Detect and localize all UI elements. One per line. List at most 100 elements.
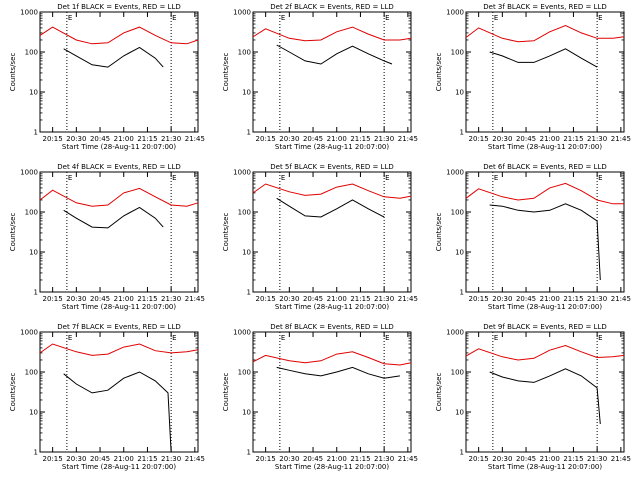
x-tick-label: 20:45 — [516, 135, 536, 143]
x-tick-label: 21:45 — [611, 455, 631, 463]
panel-det-8: Det 8f BLACK = Events, RED = LLD 1 10 100 10… — [222, 323, 418, 471]
x-tick-label: 20:30 — [492, 455, 512, 463]
x-tick-label: 21:00 — [327, 135, 347, 143]
y-tick-label: 100 — [451, 369, 464, 377]
x-axis-label: Start Time (28-Aug-11 20:07:00) — [62, 143, 176, 151]
plot-frame — [39, 331, 199, 453]
x-tick-label: 21:00 — [327, 295, 347, 303]
x-tick-label: 20:15 — [43, 295, 63, 303]
panel-det-6: Det 6f BLACK = Events, RED = LLD 1 10 100 10… — [435, 163, 631, 311]
x-tick-label: 20:45 — [303, 135, 323, 143]
lld-series-line — [39, 26, 199, 45]
lld-series-line — [252, 183, 412, 199]
y-tick-label: 1 — [247, 129, 251, 137]
x-tick-label: 21:00 — [327, 455, 347, 463]
panel-title: Det 1f BLACK = Events, RED = LLD — [57, 3, 180, 11]
x-tick-label: 20:30 — [66, 295, 86, 303]
y-axis-label: Counts/sec — [9, 373, 17, 412]
event-marker-label: E — [385, 14, 389, 22]
x-tick-label: 20:45 — [90, 295, 110, 303]
panel-det-7: Det 7f BLACK = Events, RED = LLD 1 10 100 10… — [9, 323, 205, 471]
y-tick-label: 10 — [29, 409, 38, 417]
x-axis-label: Start Time (28-Aug-11 20:07:00) — [488, 303, 602, 311]
x-tick-label: 21:15 — [137, 295, 157, 303]
x-axis-label: Start Time (28-Aug-11 20:07:00) — [488, 463, 602, 471]
event-marker-label: E — [68, 14, 72, 22]
event-marker-label: E — [494, 174, 498, 182]
panel-title: Det 5f BLACK = Events, RED = LLD — [270, 163, 393, 171]
y-axis-label: Counts/sec — [435, 53, 443, 92]
y-tick-label: 1 — [460, 129, 464, 137]
x-tick-label: 21:30 — [161, 135, 181, 143]
y-tick-label: 100 — [238, 49, 251, 57]
plot-frame — [39, 171, 199, 293]
x-tick-label: 21:45 — [185, 295, 205, 303]
y-axis-label: Counts/sec — [222, 53, 230, 92]
x-tick-label: 21:00 — [114, 135, 134, 143]
x-tick-label: 21:15 — [350, 455, 370, 463]
event-marker-label: E — [68, 334, 72, 342]
y-tick-label: 1000 — [233, 9, 251, 17]
x-tick-label: 21:30 — [374, 135, 394, 143]
y-axis-label: Counts/sec — [435, 373, 443, 412]
event-marker-label: E — [172, 174, 176, 182]
panel-title: Det 7f BLACK = Events, RED = LLD — [57, 323, 180, 331]
y-tick-label: 1000 — [446, 9, 464, 17]
y-tick-label: 100 — [25, 49, 38, 57]
x-axis-label: Start Time (28-Aug-11 20:07:00) — [275, 303, 389, 311]
x-tick-label: 21:30 — [161, 295, 181, 303]
x-tick-label: 21:15 — [137, 135, 157, 143]
x-tick-label: 20:45 — [90, 135, 110, 143]
y-tick-label: 1 — [34, 129, 38, 137]
y-tick-label: 10 — [29, 89, 38, 97]
x-tick-label: 20:30 — [66, 135, 86, 143]
event-marker-label: E — [494, 14, 498, 22]
x-tick-label: 20:30 — [279, 295, 299, 303]
x-tick-label: 20:45 — [516, 295, 536, 303]
events-series-line — [489, 368, 601, 425]
event-marker-label: E — [598, 334, 602, 342]
event-marker-label: E — [494, 334, 498, 342]
panel-title: Det 4f BLACK = Events, RED = LLD — [57, 163, 180, 171]
y-tick-label: 1 — [460, 289, 464, 297]
x-axis-label: Start Time (28-Aug-11 20:07:00) — [275, 143, 389, 151]
x-tick-label: 20:30 — [492, 295, 512, 303]
lld-series-line — [252, 26, 412, 42]
x-tick-label: 20:15 — [469, 455, 489, 463]
x-tick-label: 21:30 — [587, 455, 607, 463]
event-marker-label: E — [172, 14, 176, 22]
y-tick-label: 10 — [29, 249, 38, 257]
events-series-line — [276, 197, 385, 218]
event-marker-label: E — [598, 174, 602, 182]
y-tick-label: 10 — [242, 409, 251, 417]
panel-title: Det 6f BLACK = Events, RED = LLD — [483, 163, 606, 171]
x-tick-label: 20:15 — [43, 135, 63, 143]
lld-series-line — [465, 24, 625, 43]
events-series-line — [276, 366, 400, 379]
x-tick-label: 20:30 — [279, 135, 299, 143]
event-marker-label: E — [68, 174, 72, 182]
panel-det-9: Det 9f BLACK = Events, RED = LLD 1 10 100 10… — [435, 323, 631, 471]
y-tick-label: 10 — [455, 89, 464, 97]
y-tick-label: 1000 — [20, 329, 38, 337]
x-tick-label: 21:45 — [398, 295, 418, 303]
lld-series-line — [252, 351, 412, 366]
y-axis-label: Counts/sec — [222, 213, 230, 252]
y-tick-label: 1 — [247, 289, 251, 297]
y-tick-label: 10 — [242, 89, 251, 97]
x-tick-label: 21:00 — [540, 135, 560, 143]
x-axis-label: Start Time (28-Aug-11 20:07:00) — [275, 463, 389, 471]
x-tick-label: 21:15 — [350, 135, 370, 143]
y-tick-label: 1000 — [233, 169, 251, 177]
x-tick-label: 20:15 — [469, 135, 489, 143]
y-axis-label: Counts/sec — [9, 213, 17, 252]
panel-det-3: Det 3f BLACK = Events, RED = LLD 1 10 100 10… — [435, 3, 631, 151]
x-tick-label: 20:45 — [90, 455, 110, 463]
y-tick-label: 10 — [455, 409, 464, 417]
lld-series-line — [39, 343, 199, 356]
x-tick-label: 21:00 — [114, 295, 134, 303]
x-tick-label: 21:30 — [374, 295, 394, 303]
event-marker-label: E — [598, 14, 602, 22]
x-tick-label: 21:45 — [398, 135, 418, 143]
